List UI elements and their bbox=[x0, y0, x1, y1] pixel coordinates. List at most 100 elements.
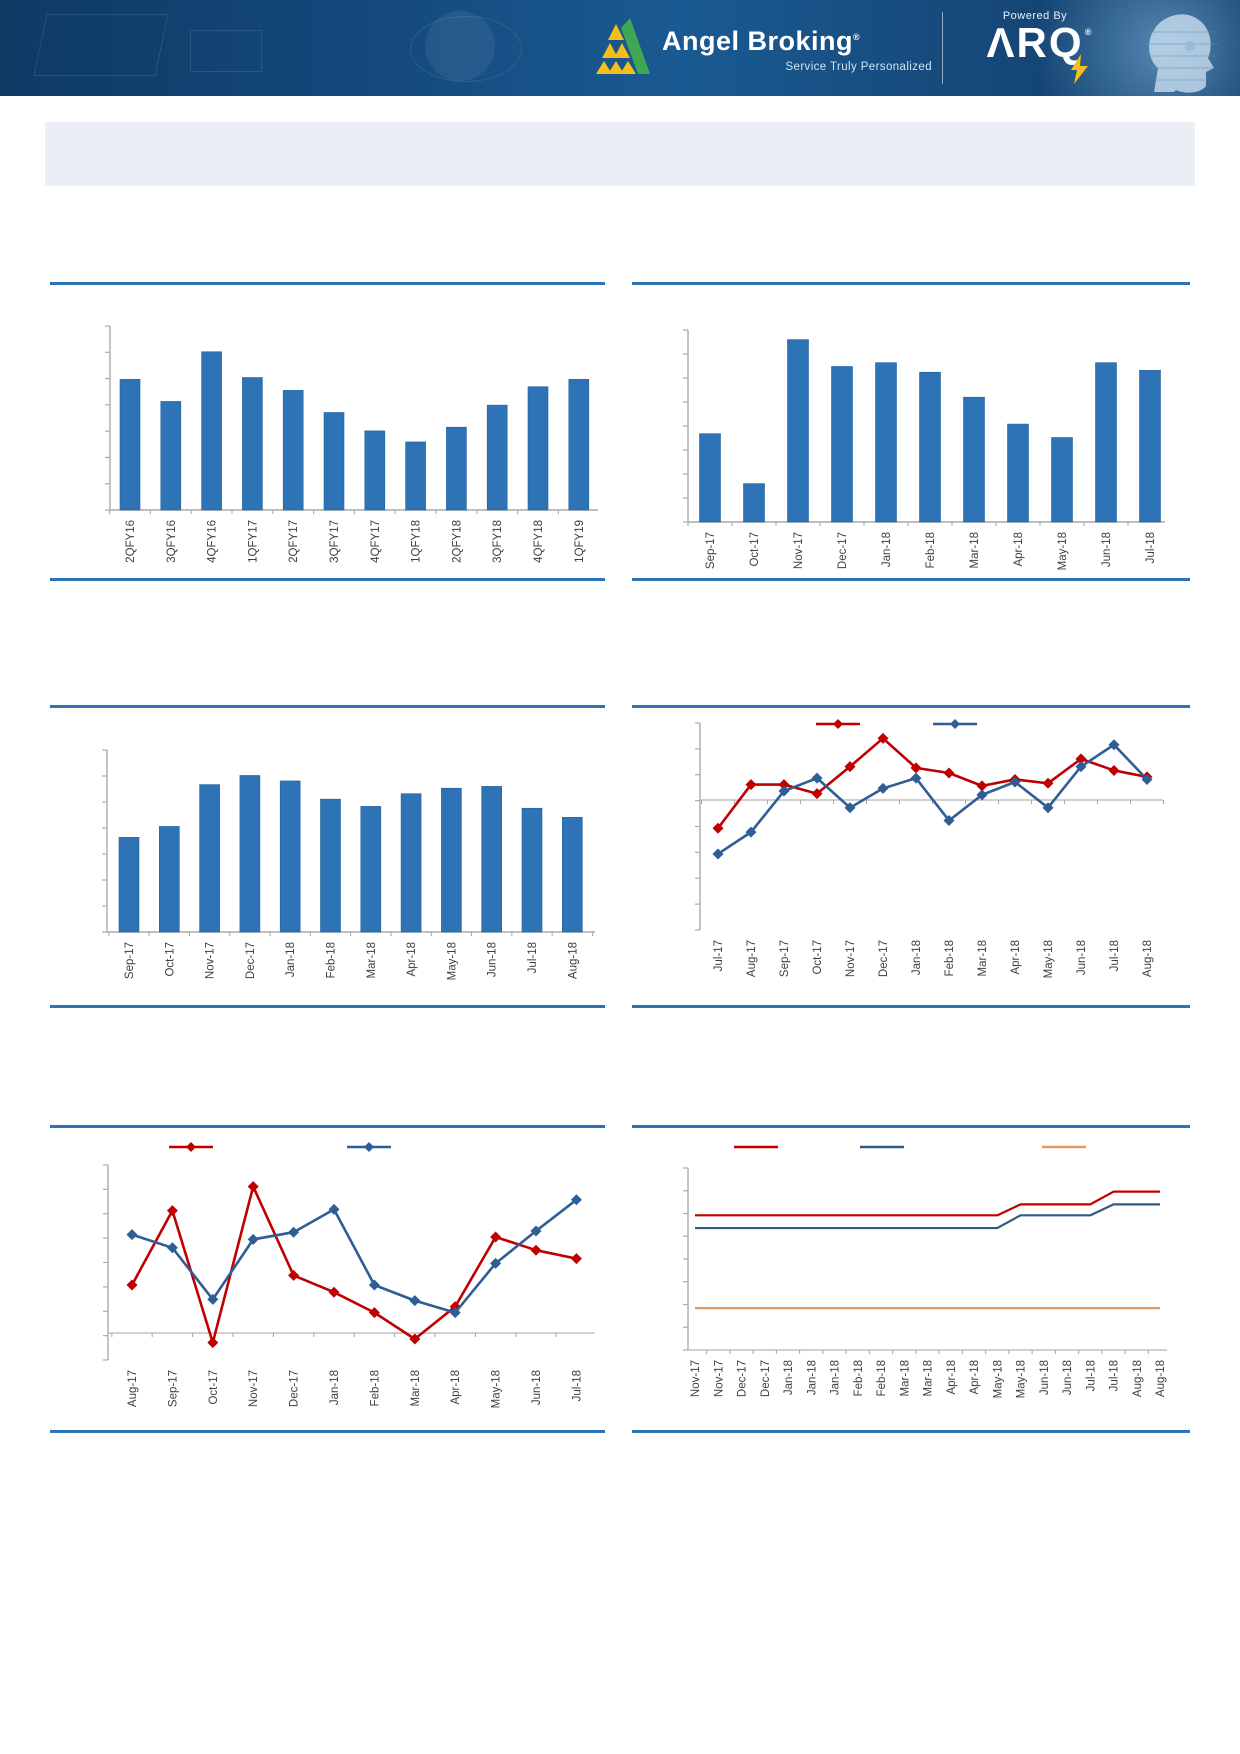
svg-text:Sep-17: Sep-17 bbox=[124, 942, 136, 979]
svg-text:Mar-18: Mar-18 bbox=[410, 1370, 422, 1406]
svg-text:Mar-18: Mar-18 bbox=[923, 1360, 935, 1396]
quarterly-bar-chart: 2QFY16 3QFY16 4QFY16 1QFY17 2QFY17 3QFY17 4QFY… bbox=[105, 325, 598, 563]
axis bbox=[683, 1167, 1167, 1354]
bars bbox=[699, 339, 1161, 523]
svg-text:May-18: May-18 bbox=[992, 1360, 1004, 1398]
svg-text:Jul-18: Jul-18 bbox=[1085, 1360, 1097, 1391]
svg-text:Jul-18: Jul-18 bbox=[1109, 940, 1121, 971]
svg-text:Jul-18: Jul-18 bbox=[571, 1370, 583, 1401]
bars bbox=[118, 775, 583, 933]
circuit-ring-texture bbox=[410, 16, 522, 82]
svg-text:Jun-18: Jun-18 bbox=[487, 942, 499, 977]
svg-text:2QFY18: 2QFY18 bbox=[451, 520, 463, 563]
section-divider bbox=[632, 282, 1190, 285]
svg-text:2QFY17: 2QFY17 bbox=[288, 520, 300, 563]
svg-text:Aug-17: Aug-17 bbox=[746, 940, 758, 977]
svg-text:Nov-17: Nov-17 bbox=[205, 942, 217, 979]
x-axis-labels: Aug-17 Sep-17 Oct-17 Nov-17 Dec-17 Jan-18 Feb-… bbox=[127, 1370, 583, 1408]
svg-text:May-18: May-18 bbox=[1057, 532, 1069, 570]
svg-text:Jan-18: Jan-18 bbox=[911, 940, 923, 975]
svg-text:Jul-18: Jul-18 bbox=[527, 942, 539, 973]
svg-text:Apr-18: Apr-18 bbox=[946, 1360, 958, 1395]
svg-text:Jun-18: Jun-18 bbox=[1076, 940, 1088, 975]
svg-text:May-18: May-18 bbox=[446, 942, 458, 980]
svg-text:Dec-17: Dec-17 bbox=[737, 1360, 749, 1397]
svg-text:Aug-18: Aug-18 bbox=[1155, 1360, 1167, 1397]
section-divider bbox=[50, 1005, 605, 1008]
brand-tagline: Service Truly Personalized bbox=[785, 61, 932, 73]
svg-text:Jan-18: Jan-18 bbox=[285, 942, 297, 977]
svg-text:Apr-18: Apr-18 bbox=[969, 1360, 981, 1395]
svg-text:Jan-18: Jan-18 bbox=[830, 1360, 842, 1395]
section-divider bbox=[632, 705, 1190, 708]
svg-text:Apr-18: Apr-18 bbox=[1010, 940, 1022, 975]
svg-text:Feb-18: Feb-18 bbox=[876, 1360, 888, 1396]
header-separator bbox=[942, 12, 943, 84]
svg-text:Feb-18: Feb-18 bbox=[944, 940, 956, 976]
axis bbox=[103, 1164, 595, 1361]
svg-text:Aug-18: Aug-18 bbox=[567, 942, 579, 979]
svg-text:Nov-17: Nov-17 bbox=[690, 1360, 702, 1397]
section-divider bbox=[632, 1430, 1190, 1433]
svg-text:Dec-17: Dec-17 bbox=[878, 940, 890, 977]
series-red bbox=[126, 1181, 582, 1349]
svg-text:Mar-18: Mar-18 bbox=[977, 940, 989, 976]
svg-text:3QFY16: 3QFY16 bbox=[166, 520, 178, 563]
monthly-bar-chart-a: Sep-17 Oct-17 Nov-17 Dec-17 Jan-18 Feb-18 Mar-… bbox=[683, 329, 1165, 570]
svg-text:Feb-18: Feb-18 bbox=[925, 532, 937, 568]
svg-text:Apr-18: Apr-18 bbox=[1013, 532, 1025, 567]
svg-text:1QFY18: 1QFY18 bbox=[411, 520, 423, 563]
svg-text:Jan-18: Jan-18 bbox=[881, 532, 893, 567]
series-navy bbox=[695, 1203, 1160, 1230]
svg-text:Jul-17: Jul-17 bbox=[713, 940, 725, 971]
arq-reg-mark: ® bbox=[1084, 27, 1094, 37]
svg-text:Jan-18: Jan-18 bbox=[329, 1370, 341, 1405]
x-axis-labels: 2QFY16 3QFY16 4QFY16 1QFY17 2QFY17 3QFY17 4QFY… bbox=[125, 520, 586, 563]
series-blue bbox=[712, 739, 1153, 860]
svg-text:May-18: May-18 bbox=[1016, 1360, 1028, 1398]
svg-text:Jan-18: Jan-18 bbox=[806, 1360, 818, 1395]
svg-text:Dec-17: Dec-17 bbox=[289, 1370, 301, 1407]
svg-text:Aug-18: Aug-18 bbox=[1132, 1360, 1144, 1397]
svg-text:Jun-18: Jun-18 bbox=[1101, 532, 1113, 567]
series-blue bbox=[126, 1194, 582, 1319]
svg-text:1QFY19: 1QFY19 bbox=[574, 520, 586, 563]
x-axis-labels: Nov-17 Nov-17 Dec-17 Dec-17 Jan-18 Jan-18 Jan-… bbox=[690, 1360, 1167, 1398]
dual-line-chart-a: Jul-17 Aug-17 Sep-17 Oct-17 Nov-17 Dec-17 Jan-… bbox=[695, 719, 1165, 978]
svg-text:Dec-17: Dec-17 bbox=[837, 532, 849, 569]
svg-text:Jun-18: Jun-18 bbox=[1039, 1360, 1051, 1395]
svg-text:Nov-17: Nov-17 bbox=[845, 940, 857, 977]
svg-text:Apr-18: Apr-18 bbox=[406, 942, 418, 977]
step-line-chart: Nov-17 Nov-17 Dec-17 Dec-17 Jan-18 Jan-18 Jan-… bbox=[683, 1145, 1167, 1398]
svg-text:Aug-17: Aug-17 bbox=[127, 1370, 139, 1407]
svg-text:May-18: May-18 bbox=[1043, 940, 1055, 978]
series-red bbox=[712, 732, 1153, 834]
section-divider bbox=[50, 705, 605, 708]
svg-text:Jan-18: Jan-18 bbox=[783, 1360, 795, 1395]
svg-text:Sep-17: Sep-17 bbox=[705, 532, 717, 569]
svg-text:4QFY18: 4QFY18 bbox=[533, 520, 545, 563]
svg-text:Oct-17: Oct-17 bbox=[812, 940, 824, 975]
section-divider bbox=[50, 578, 605, 581]
svg-text:May-18: May-18 bbox=[491, 1370, 503, 1408]
angel-logo-icon bbox=[596, 16, 652, 78]
title-placeholder bbox=[45, 122, 1195, 186]
svg-text:Aug-18: Aug-18 bbox=[1142, 940, 1154, 977]
svg-text:Dec-17: Dec-17 bbox=[760, 1360, 772, 1397]
section-divider bbox=[50, 1125, 605, 1128]
x-axis-labels: Sep-17 Oct-17 Nov-17 Dec-17 Jan-18 Feb-18 Mar-… bbox=[124, 942, 579, 980]
svg-text:Jul-18: Jul-18 bbox=[1145, 532, 1157, 563]
series-red bbox=[695, 1190, 1160, 1217]
axis bbox=[102, 749, 595, 936]
section-divider bbox=[632, 1125, 1190, 1128]
brand-reg-mark: ® bbox=[853, 32, 861, 42]
svg-text:3QFY17: 3QFY17 bbox=[329, 520, 341, 563]
svg-text:Feb-18: Feb-18 bbox=[853, 1360, 865, 1396]
svg-text:Feb-18: Feb-18 bbox=[326, 942, 338, 978]
arq-block: Powered By ΛRQ ® bbox=[955, 10, 1115, 84]
svg-text:Nov-17: Nov-17 bbox=[793, 532, 805, 569]
svg-text:Mar-18: Mar-18 bbox=[969, 532, 981, 568]
brand-block: Angel Broking® Service Truly Personalize… bbox=[662, 26, 932, 73]
